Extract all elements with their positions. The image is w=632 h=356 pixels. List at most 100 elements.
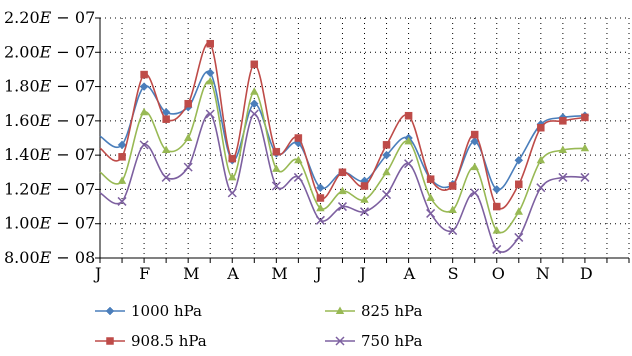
x-tick-label: J	[93, 264, 101, 283]
data-point	[250, 60, 259, 69]
data-point	[448, 182, 457, 190]
data-point	[382, 167, 391, 176]
data-point	[249, 109, 259, 119]
data-point	[559, 117, 567, 125]
x-tick-label: A	[403, 264, 416, 283]
y-tick-e: E	[39, 248, 52, 267]
data-point	[161, 172, 171, 182]
x-tick-label: J	[313, 264, 321, 283]
data-point	[206, 39, 214, 48]
y-tick-exponent: − 07	[51, 179, 95, 198]
data-point	[315, 215, 325, 225]
data-point	[206, 76, 215, 85]
data-point	[294, 155, 303, 164]
data-point	[294, 134, 303, 142]
data-point	[382, 150, 391, 160]
legend-label: 1000 hPa	[131, 302, 202, 320]
data-point	[338, 186, 347, 195]
y-tick-label: 1.20E − 07	[4, 179, 95, 198]
data-point	[360, 195, 369, 203]
data-point	[140, 70, 148, 79]
y-tick-e: E	[39, 42, 52, 61]
y-tick-label: 2.00E − 07	[4, 42, 95, 61]
data-point	[359, 207, 370, 217]
x-tick-label: M	[271, 264, 287, 283]
legend-label: 908.5 hPa	[131, 332, 207, 350]
data-point	[161, 145, 171, 153]
data-point	[228, 172, 237, 181]
y-tick-label: 2.20E − 07	[4, 8, 95, 27]
series-4	[99, 109, 590, 254]
data-point	[493, 202, 501, 211]
grid-lines	[100, 17, 630, 258]
legend-marker	[335, 306, 345, 314]
y-tick-exponent: − 07	[51, 111, 95, 130]
data-point	[227, 188, 237, 198]
y-tick-mantissa: 1.40	[4, 145, 40, 164]
data-point	[580, 143, 590, 152]
y-tick-e: E	[39, 77, 52, 96]
y-tick-exponent: − 08	[51, 248, 95, 267]
data-point	[492, 244, 502, 254]
y-tick-mantissa: 1.20	[4, 179, 40, 198]
y-tick-exponent: − 07	[51, 8, 95, 27]
data-point	[404, 111, 413, 120]
y-tick-e: E	[39, 179, 52, 198]
data-point	[228, 154, 236, 163]
y-tick-exponent: − 07	[51, 145, 95, 164]
data-point	[271, 181, 281, 191]
legend-item: 1000 hPa	[95, 302, 202, 320]
legend-marker	[105, 306, 115, 316]
x-tick-label: M	[183, 264, 199, 283]
data-point	[492, 185, 502, 194]
y-tick-mantissa: 8.00	[4, 248, 40, 267]
data-point	[448, 226, 458, 236]
data-point	[162, 115, 170, 123]
data-point	[426, 175, 435, 183]
x-tick-label: D	[580, 264, 593, 283]
data-point	[426, 193, 435, 201]
data-point	[272, 164, 281, 172]
data-point	[316, 183, 325, 193]
data-point	[117, 176, 127, 184]
data-point	[581, 113, 589, 122]
data-point	[536, 155, 546, 164]
data-point	[183, 133, 193, 141]
data-point	[492, 226, 501, 234]
data-point	[316, 194, 325, 202]
data-point	[426, 208, 436, 218]
y-tick-exponent: − 07	[51, 214, 95, 233]
series-group	[99, 39, 590, 254]
series-3	[99, 76, 590, 234]
legend-label: 750 hPa	[361, 332, 422, 350]
data-point	[470, 130, 479, 139]
data-point	[205, 109, 215, 119]
data-point	[470, 162, 479, 171]
y-axis-tick-labels: 8.00E − 081.00E − 071.20E − 071.40E − 07…	[4, 8, 95, 267]
y-tick-mantissa: 2.20	[4, 8, 40, 27]
y-tick-exponent: − 07	[51, 77, 95, 96]
y-tick-exponent: − 07	[51, 42, 95, 61]
data-point	[139, 107, 149, 116]
y-tick-label: 8.00E − 08	[4, 248, 95, 267]
data-point	[404, 136, 413, 145]
data-point	[117, 196, 127, 206]
data-point	[514, 232, 524, 242]
data-point	[514, 207, 523, 215]
legend-marker	[335, 336, 345, 346]
axes	[95, 17, 630, 263]
data-point	[404, 159, 414, 169]
data-point	[382, 190, 392, 200]
y-tick-mantissa: 1.00	[4, 214, 40, 233]
data-point	[316, 203, 325, 212]
data-point	[558, 172, 568, 182]
data-point	[250, 87, 259, 95]
y-tick-label: 1.80E − 07	[4, 77, 95, 96]
y-tick-mantissa: 2.00	[4, 42, 40, 61]
data-point	[139, 140, 149, 150]
legend: 1000 hPa 825 hPa 908.5 hPa 750 hPa	[95, 302, 422, 350]
legend-item: 750 hPa	[325, 332, 422, 350]
legend-item: 825 hPa	[325, 302, 422, 320]
